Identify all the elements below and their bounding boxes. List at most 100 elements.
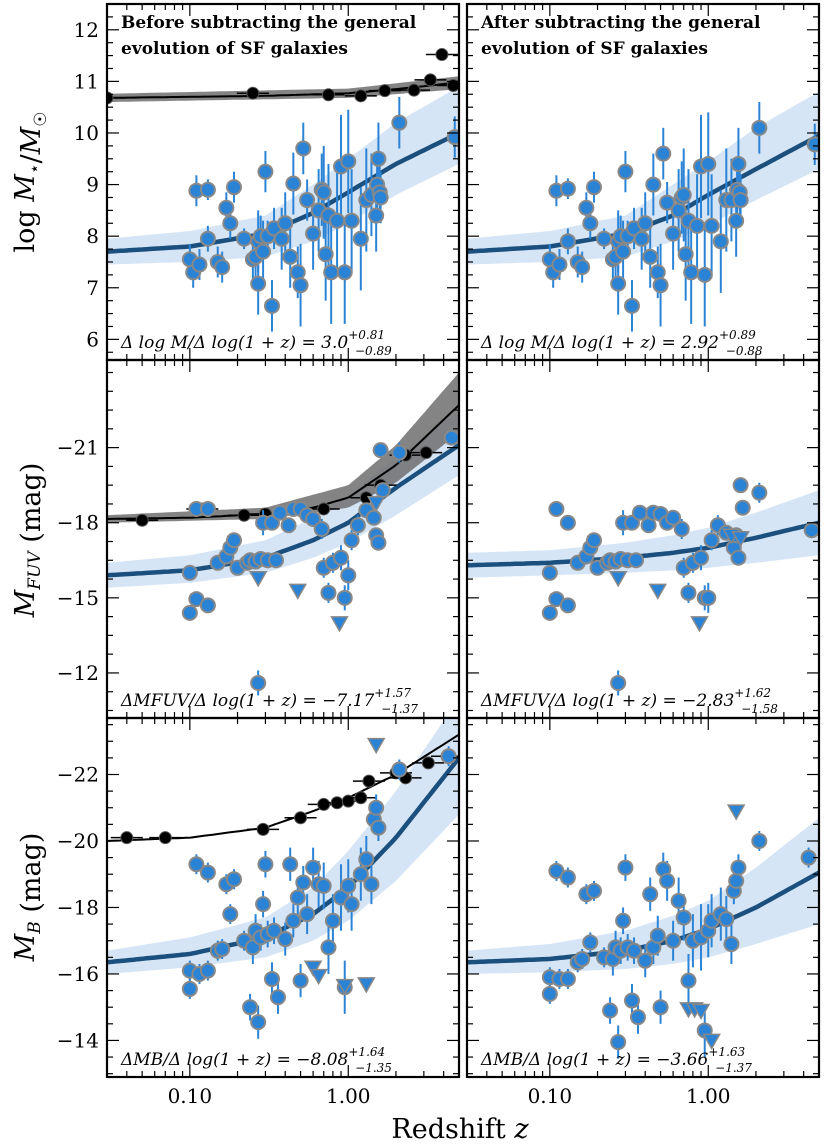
upper-limit-marker [309, 968, 328, 986]
data-point [693, 549, 710, 566]
data-point [610, 275, 627, 292]
data-point [343, 212, 360, 229]
panel-plot-area [467, 91, 819, 332]
data-point [703, 532, 720, 549]
reference-point [362, 774, 376, 788]
data-point [718, 911, 735, 928]
data-point [582, 934, 599, 951]
data-point [683, 264, 700, 281]
data-point [645, 176, 662, 193]
data-point [730, 859, 747, 876]
data-point [370, 819, 387, 836]
annotation-lower-error: −1.37 [715, 1061, 752, 1075]
y-tick-label: 7 [86, 276, 99, 300]
data-point [574, 259, 591, 276]
data-point [225, 179, 242, 196]
data-point [610, 674, 627, 691]
data-point [285, 175, 302, 192]
panel-bottom-right: 0.10 1.00 ΔMB/Δ log(1 + z) = −3.66+1.63 −1.… [465, 716, 821, 1108]
y-tick-label: −20 [57, 829, 99, 853]
data-point [320, 584, 337, 601]
data-point [751, 119, 768, 136]
data-point [617, 859, 634, 876]
data-point [305, 859, 322, 876]
data-point [642, 248, 659, 265]
upper-limit-marker [335, 978, 355, 996]
y-axis-label-part: (mag) [16, 463, 47, 552]
annotation-lhs: ΔMB/Δ log(1 + z) = −8.08 [120, 1050, 349, 1070]
data-point [343, 532, 360, 549]
data-point [803, 522, 819, 539]
y-tick-label: −15 [57, 586, 99, 610]
reference-point [407, 83, 421, 97]
data-point [222, 906, 239, 923]
y-axis-label-part: M [10, 173, 41, 203]
data-point [250, 1014, 267, 1031]
y-axis-labels: log M⋆/M☉MFUV (mag)MB (mag) [10, 111, 51, 962]
upper-limit-marker [648, 583, 668, 600]
fit-line [467, 520, 819, 568]
y-axis-label-part: M [10, 932, 41, 962]
y-tick-label: −12 [57, 661, 99, 685]
panel-frame [105, 716, 461, 1079]
data-point [578, 199, 595, 216]
data-point [631, 504, 648, 521]
panel-title-line: Before subtracting the general [121, 13, 417, 33]
x-axis-label-word: Redshift [391, 1114, 514, 1145]
y-tick-label: 11 [74, 69, 99, 93]
data-point [623, 992, 640, 1009]
data-point [368, 799, 385, 816]
x-axis-label: Redshift z [391, 1114, 529, 1145]
data-point [372, 442, 389, 459]
x-tick-label: 0.10 [528, 1084, 573, 1108]
data-point [285, 912, 302, 929]
data-point [269, 989, 286, 1006]
data-point [199, 597, 216, 614]
reference-point [421, 756, 435, 770]
data-point [548, 500, 565, 517]
y-axis-label-0: log M⋆/M☉ [10, 111, 51, 252]
y-axis-label-part: ⋆ [25, 163, 45, 174]
fit-line [107, 756, 459, 965]
x-tick-label: 1.00 [686, 1084, 731, 1108]
data-point [257, 856, 274, 873]
data-point [723, 936, 740, 953]
reference-point [120, 831, 134, 845]
data-point [633, 230, 650, 247]
data-point [242, 999, 259, 1016]
reference-point [423, 73, 437, 87]
panel-top-right: After subtracting the general evolution o… [465, 2, 821, 362]
data-point [585, 179, 602, 196]
data-point [675, 186, 692, 203]
data-point [340, 567, 357, 584]
data-point [689, 217, 706, 234]
data-point [673, 520, 690, 537]
data-point [559, 180, 576, 197]
data-point [440, 748, 457, 765]
data-point [343, 896, 360, 913]
data-point [250, 275, 267, 292]
data-point [323, 264, 340, 281]
y-axis-label-2: MB (mag) [10, 833, 47, 963]
data-point [305, 510, 322, 527]
data-point [732, 192, 749, 209]
data-point [730, 549, 747, 566]
data-point [324, 912, 341, 929]
data-point [541, 564, 558, 581]
data-point [659, 872, 676, 889]
upper-limit-marker [303, 960, 323, 977]
data-point [617, 163, 634, 180]
data-point [277, 931, 294, 948]
data-point [352, 230, 369, 247]
data-point [391, 114, 408, 131]
reference-point [107, 91, 114, 105]
data-point [391, 761, 408, 778]
data-point [637, 952, 654, 969]
panel-middle-left: −12 −15 −18 −21 ΔMFUV/Δ log(1 + z) = −7.17+1… [57, 358, 461, 720]
panel-grid: 6 7 8 9 10 11 12 Before subtracting the general… [57, 2, 821, 1108]
data-point [305, 225, 322, 242]
y-tick-label: 8 [86, 224, 99, 248]
y-tick-label: 9 [86, 173, 99, 197]
data-point [370, 150, 387, 167]
